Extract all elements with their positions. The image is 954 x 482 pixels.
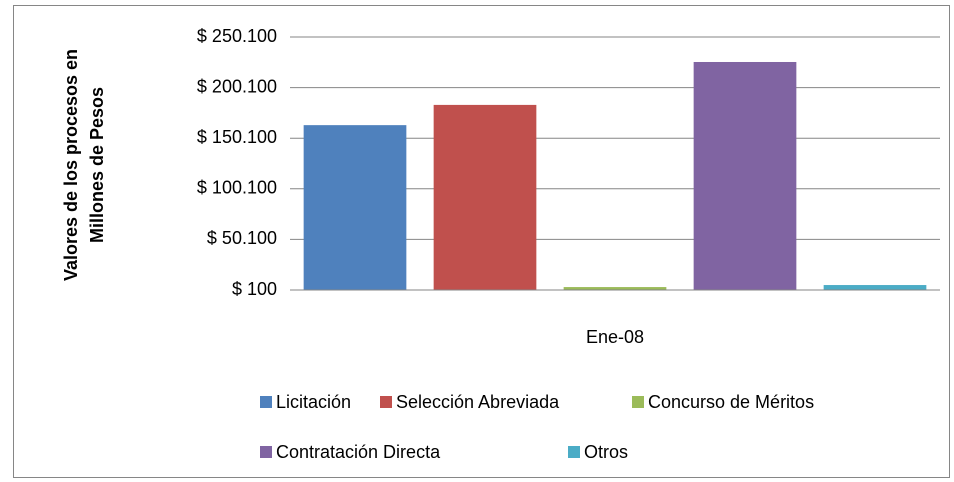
- bar: [823, 285, 927, 290]
- y-tick-label: $ 200.100: [197, 76, 277, 96]
- legend-swatch: [380, 396, 392, 408]
- legend-label: Licitación: [276, 392, 351, 412]
- y-tick-label: $ 100.100: [197, 178, 277, 198]
- legend-swatch: [260, 396, 272, 408]
- y-axis-label: Valores de los procesos en: [61, 49, 81, 281]
- y-tick-label: $ 250.100: [197, 26, 277, 46]
- bar: [693, 61, 797, 290]
- legend-swatch: [568, 446, 580, 458]
- y-tick-label: $ 100: [232, 279, 277, 299]
- legend-label: Otros: [584, 442, 628, 462]
- x-tick-label: Ene-08: [586, 327, 644, 347]
- legend-label: Selección Abreviada: [396, 392, 560, 412]
- legend-swatch: [260, 446, 272, 458]
- legend-swatch: [632, 396, 644, 408]
- bar: [563, 287, 667, 290]
- legend-label: Concurso de Méritos: [648, 392, 814, 412]
- y-tick-label: $ 50.100: [207, 228, 277, 248]
- bar: [303, 125, 407, 290]
- y-axis-label: Millones de Pesos: [87, 87, 107, 243]
- bar: [433, 104, 537, 290]
- legend-label: Contratación Directa: [276, 442, 441, 462]
- y-tick-label: $ 150.100: [197, 127, 277, 147]
